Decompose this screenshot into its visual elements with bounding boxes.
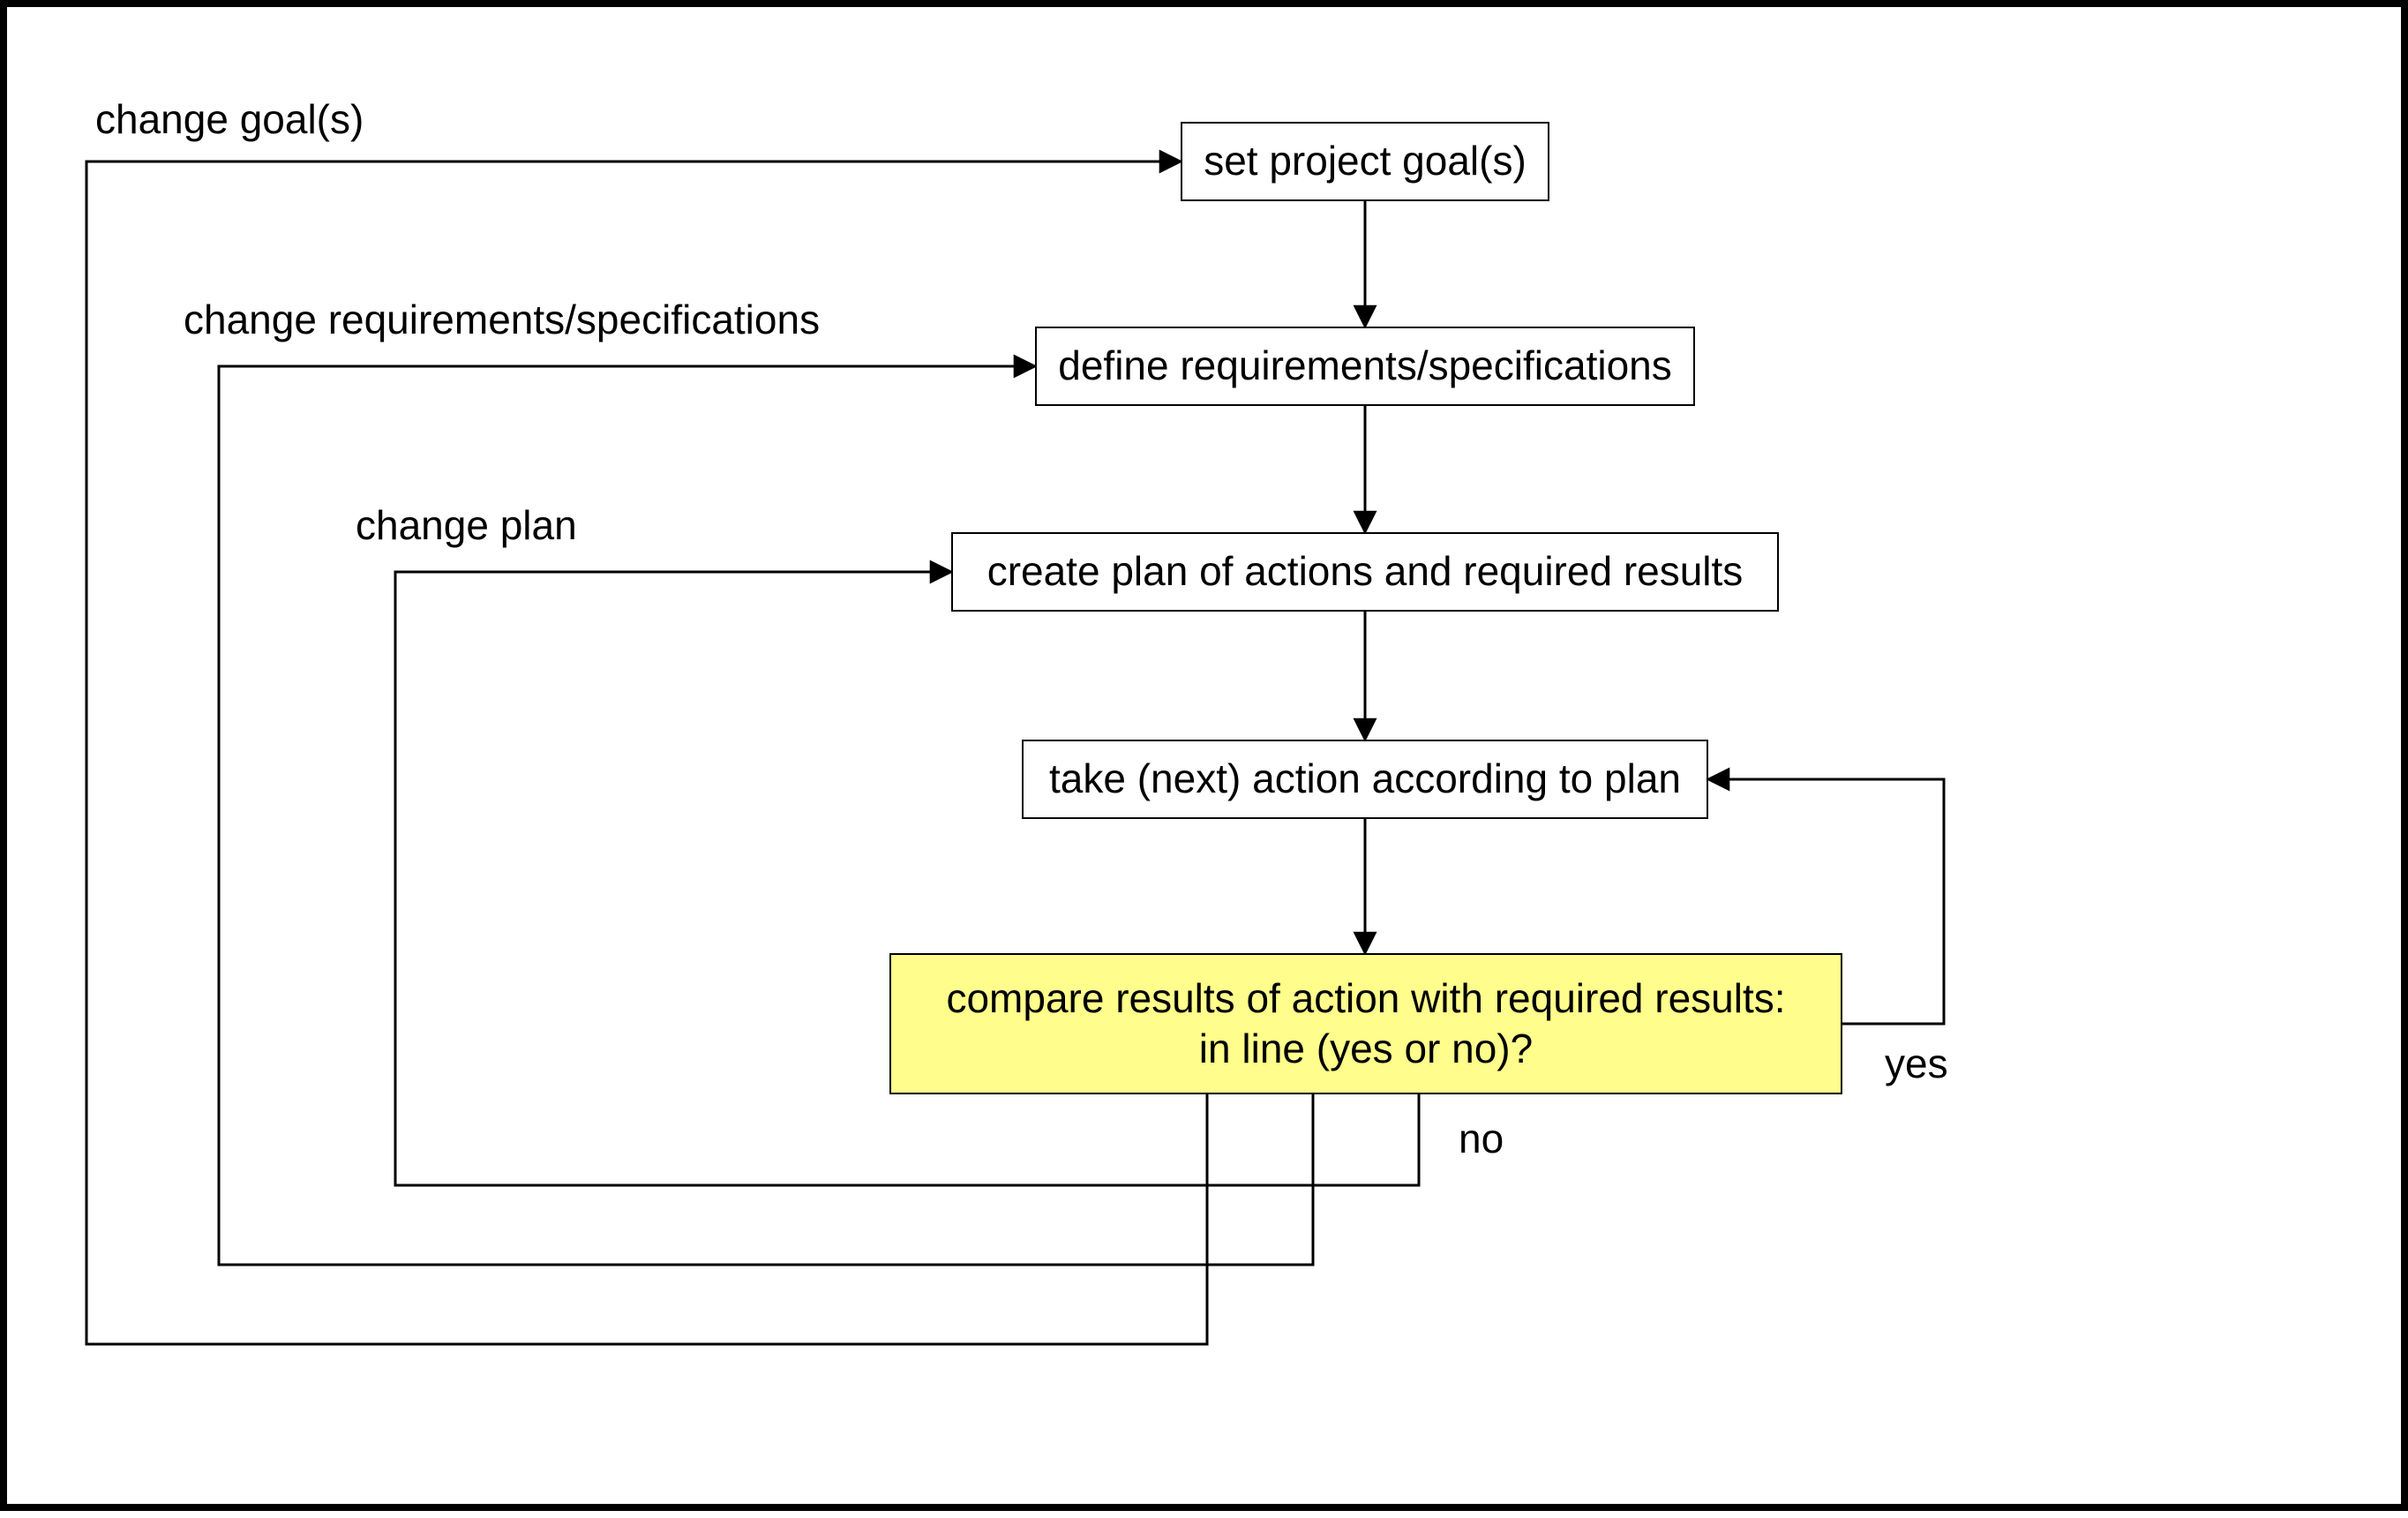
label-l_goal: change goal(s) (95, 95, 364, 143)
node-n1-text: set project goal(s) (1204, 136, 1527, 187)
label-l_no: no (1459, 1115, 1504, 1162)
node-n3-text: create plan of actions and required resu… (987, 546, 1744, 597)
label-l_yes: yes (1885, 1040, 1948, 1087)
node-n5: compare results of action with required … (889, 953, 1842, 1094)
flowchart-canvas: set project goal(s) define requirements/s… (0, 0, 2408, 1511)
node-n3: create plan of actions and required resu… (951, 532, 1779, 612)
node-n4-text: take (next) action according to plan (1049, 754, 1681, 805)
node-n5-text: compare results of action with required … (946, 973, 1785, 1075)
node-n2-text: define requirements/specifications (1058, 341, 1671, 392)
node-n2: define requirements/specifications (1035, 327, 1695, 406)
node-n1: set project goal(s) (1181, 122, 1549, 201)
node-n4: take (next) action according to plan (1022, 740, 1708, 819)
label-l_req: change requirements/specifications (184, 296, 820, 343)
label-l_plan: change plan (356, 501, 577, 549)
